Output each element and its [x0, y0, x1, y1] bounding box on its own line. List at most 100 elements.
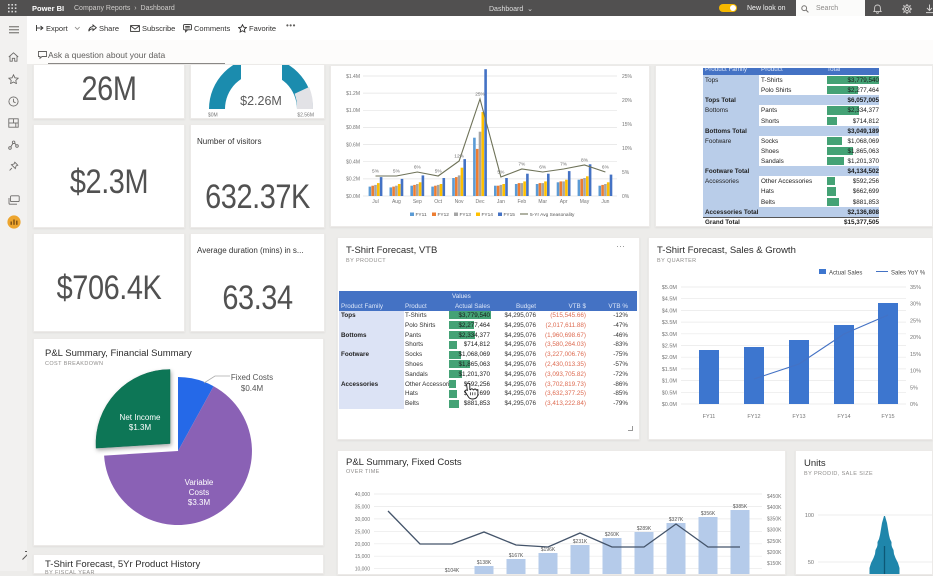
svg-text:30%: 30% — [910, 302, 921, 308]
svg-text:5%: 5% — [372, 169, 380, 175]
svg-text:Oct: Oct — [434, 199, 442, 205]
svg-text:$3.3M: $3.3M — [188, 498, 211, 507]
svg-text:$1.4M: $1.4M — [346, 74, 360, 80]
svg-text:$167K: $167K — [509, 553, 524, 559]
svg-text:Jun: Jun — [601, 199, 609, 205]
svg-text:20%: 20% — [622, 98, 633, 104]
svg-text:FY12: FY12 — [747, 414, 760, 420]
svg-text:$289K: $289K — [637, 526, 652, 532]
svg-text:$3.5M: $3.5M — [662, 320, 678, 326]
svg-text:FY13: FY13 — [792, 414, 805, 420]
svg-text:Mar: Mar — [538, 199, 547, 205]
svg-text:$5.0M: $5.0M — [662, 285, 678, 291]
svg-text:$250K: $250K — [767, 539, 782, 545]
svg-text:Actual Sales: Actual Sales — [829, 271, 862, 277]
svg-text:$2.26M: $2.26M — [240, 94, 282, 108]
svg-text:10,000: 10,000 — [355, 567, 371, 573]
svg-text:$2.56M: $2.56M — [297, 113, 314, 119]
svg-text:FY15: FY15 — [881, 414, 894, 420]
svg-text:10%: 10% — [910, 369, 921, 375]
svg-text:$300K: $300K — [767, 528, 782, 534]
svg-text:25%: 25% — [475, 92, 485, 98]
svg-text:$196K: $196K — [541, 547, 556, 553]
svg-text:6%: 6% — [539, 165, 547, 171]
svg-text:FY14: FY14 — [837, 414, 850, 420]
svg-text:30,000: 30,000 — [355, 517, 371, 523]
svg-text:Jul: Jul — [372, 199, 378, 205]
svg-text:$400K: $400K — [767, 505, 782, 511]
svg-text:5%: 5% — [622, 170, 630, 176]
svg-text:40,000: 40,000 — [355, 492, 371, 498]
svg-text:$2.0M: $2.0M — [662, 355, 678, 361]
svg-text:$0.4M: $0.4M — [241, 384, 264, 393]
svg-text:$0.5M: $0.5M — [662, 390, 678, 396]
svg-text:$1.0M: $1.0M — [346, 108, 360, 114]
svg-text:FY11: FY11 — [703, 414, 716, 420]
svg-text:Jan: Jan — [497, 199, 505, 205]
svg-text:$1.0M: $1.0M — [662, 379, 678, 385]
svg-text:$104K: $104K — [445, 568, 460, 574]
svg-text:100: 100 — [805, 513, 814, 519]
svg-text:$450K: $450K — [767, 494, 782, 500]
svg-text:Apr: Apr — [560, 199, 568, 205]
svg-text:$0.0M: $0.0M — [662, 402, 678, 408]
svg-text:Sep: Sep — [413, 199, 422, 205]
svg-text:5%: 5% — [435, 169, 443, 175]
svg-text:$200K: $200K — [767, 550, 782, 556]
svg-text:15%: 15% — [622, 122, 633, 128]
svg-text:5-Yr Avg Seasonality: 5-Yr Avg Seasonality — [530, 212, 575, 218]
svg-text:0%: 0% — [910, 402, 918, 408]
svg-text:$0.8M: $0.8M — [346, 125, 360, 131]
svg-text:0%: 0% — [622, 194, 630, 200]
svg-text:35%: 35% — [910, 285, 921, 291]
svg-text:Nov: Nov — [455, 199, 464, 205]
svg-text:$150K: $150K — [767, 561, 782, 567]
svg-text:$0.4M: $0.4M — [346, 160, 360, 166]
svg-text:$1.5M: $1.5M — [662, 367, 678, 373]
svg-text:50: 50 — [808, 560, 814, 566]
svg-text:$0.0M: $0.0M — [346, 194, 360, 200]
svg-text:$350K: $350K — [767, 516, 782, 522]
svg-text:$1.2M: $1.2M — [346, 91, 360, 97]
svg-text:$4.5M: $4.5M — [662, 297, 678, 303]
svg-text:6%: 6% — [414, 165, 422, 171]
svg-text:5%: 5% — [393, 169, 401, 175]
svg-text:10%: 10% — [622, 146, 633, 152]
svg-text:FY12: FY12 — [438, 212, 450, 218]
svg-text:6%: 6% — [602, 165, 610, 171]
svg-text:8%: 8% — [581, 158, 589, 164]
svg-text:Net Income: Net Income — [120, 413, 161, 422]
svg-text:Sales YoY %: Sales YoY % — [891, 271, 926, 277]
svg-text:May: May — [580, 199, 590, 205]
svg-text:Aug: Aug — [392, 199, 401, 205]
svg-text:FY13: FY13 — [460, 212, 472, 218]
svg-text:25%: 25% — [622, 74, 633, 80]
svg-text:Costs: Costs — [189, 488, 209, 497]
svg-text:$356K: $356K — [701, 511, 716, 517]
svg-text:7%: 7% — [560, 162, 568, 168]
svg-text:15%: 15% — [910, 352, 921, 358]
svg-text:5%: 5% — [910, 385, 918, 391]
svg-text:$327K: $327K — [669, 517, 684, 523]
svg-text:Fixed Costs: Fixed Costs — [231, 373, 273, 382]
svg-text:FY11: FY11 — [416, 212, 427, 218]
svg-text:25,000: 25,000 — [355, 529, 371, 535]
svg-text:7%: 7% — [518, 162, 526, 168]
svg-text:$1.3M: $1.3M — [129, 423, 152, 432]
svg-text:Feb: Feb — [517, 199, 526, 205]
svg-text:Dec: Dec — [476, 199, 485, 205]
svg-text:20%: 20% — [910, 335, 921, 341]
svg-text:12%: 12% — [454, 154, 464, 160]
svg-text:$231K: $231K — [573, 539, 588, 545]
svg-text:$3.0M: $3.0M — [662, 332, 678, 338]
svg-text:25%: 25% — [910, 318, 921, 324]
svg-text:FY14: FY14 — [482, 212, 494, 218]
svg-text:$138K: $138K — [477, 560, 492, 566]
svg-text:FY15: FY15 — [504, 212, 516, 218]
svg-text:$0M: $0M — [208, 113, 218, 119]
svg-text:20,000: 20,000 — [355, 542, 371, 548]
svg-text:$4.0M: $4.0M — [662, 308, 678, 314]
svg-text:$260K: $260K — [605, 532, 620, 538]
svg-text:15,000: 15,000 — [355, 554, 371, 560]
svg-text:$0.6M: $0.6M — [346, 142, 360, 148]
